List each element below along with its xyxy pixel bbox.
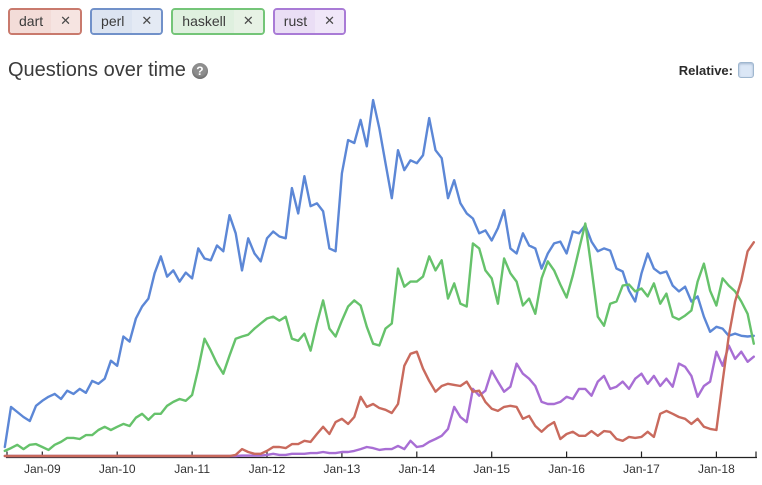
tag-perl[interactable]: perl ✕: [90, 8, 164, 35]
x-axis-label: Jan-15: [473, 462, 510, 476]
series-line-dart[interactable]: [3, 241, 755, 458]
series-line-haskell[interactable]: [3, 222, 755, 453]
x-axis-label: Jan-09: [24, 462, 61, 476]
tag-rust[interactable]: rust ✕: [272, 8, 347, 35]
chart-header: Questions over time ?: [8, 59, 208, 82]
relative-toggle-group: Relative:: [679, 62, 754, 78]
tag-label: perl: [92, 10, 133, 33]
tag-label: dart: [10, 10, 52, 33]
help-icon[interactable]: ?: [191, 62, 208, 79]
tag-haskell[interactable]: haskell ✕: [171, 8, 265, 35]
relative-label: Relative:: [678, 62, 733, 78]
x-axis-label: Jan-10: [99, 462, 136, 476]
tag-list: dart ✕ perl ✕ haskell ✕ rust ✕: [8, 8, 347, 35]
tag-label: rust: [274, 10, 316, 33]
x-axis-label: Jan-13: [324, 462, 361, 476]
tag-label: haskell: [173, 10, 234, 33]
tag-dart[interactable]: dart ✕: [8, 8, 83, 35]
page-title: Questions over time: [8, 59, 186, 81]
relative-checkbox[interactable]: [738, 62, 754, 78]
x-axis-label: Jan-12: [249, 462, 286, 476]
x-axis-label: Jan-17: [623, 462, 660, 476]
x-axis-label: Jan-11: [174, 462, 210, 476]
x-axis-label: Jan-14: [398, 462, 435, 476]
close-icon[interactable]: ✕: [315, 10, 345, 33]
close-icon[interactable]: ✕: [132, 10, 162, 33]
close-icon[interactable]: ✕: [233, 10, 263, 33]
x-axis-label: Jan-18: [698, 462, 735, 476]
x-axis-label: Jan-16: [548, 462, 585, 476]
close-icon[interactable]: ✕: [51, 10, 81, 33]
series-line-perl[interactable]: [3, 98, 755, 449]
